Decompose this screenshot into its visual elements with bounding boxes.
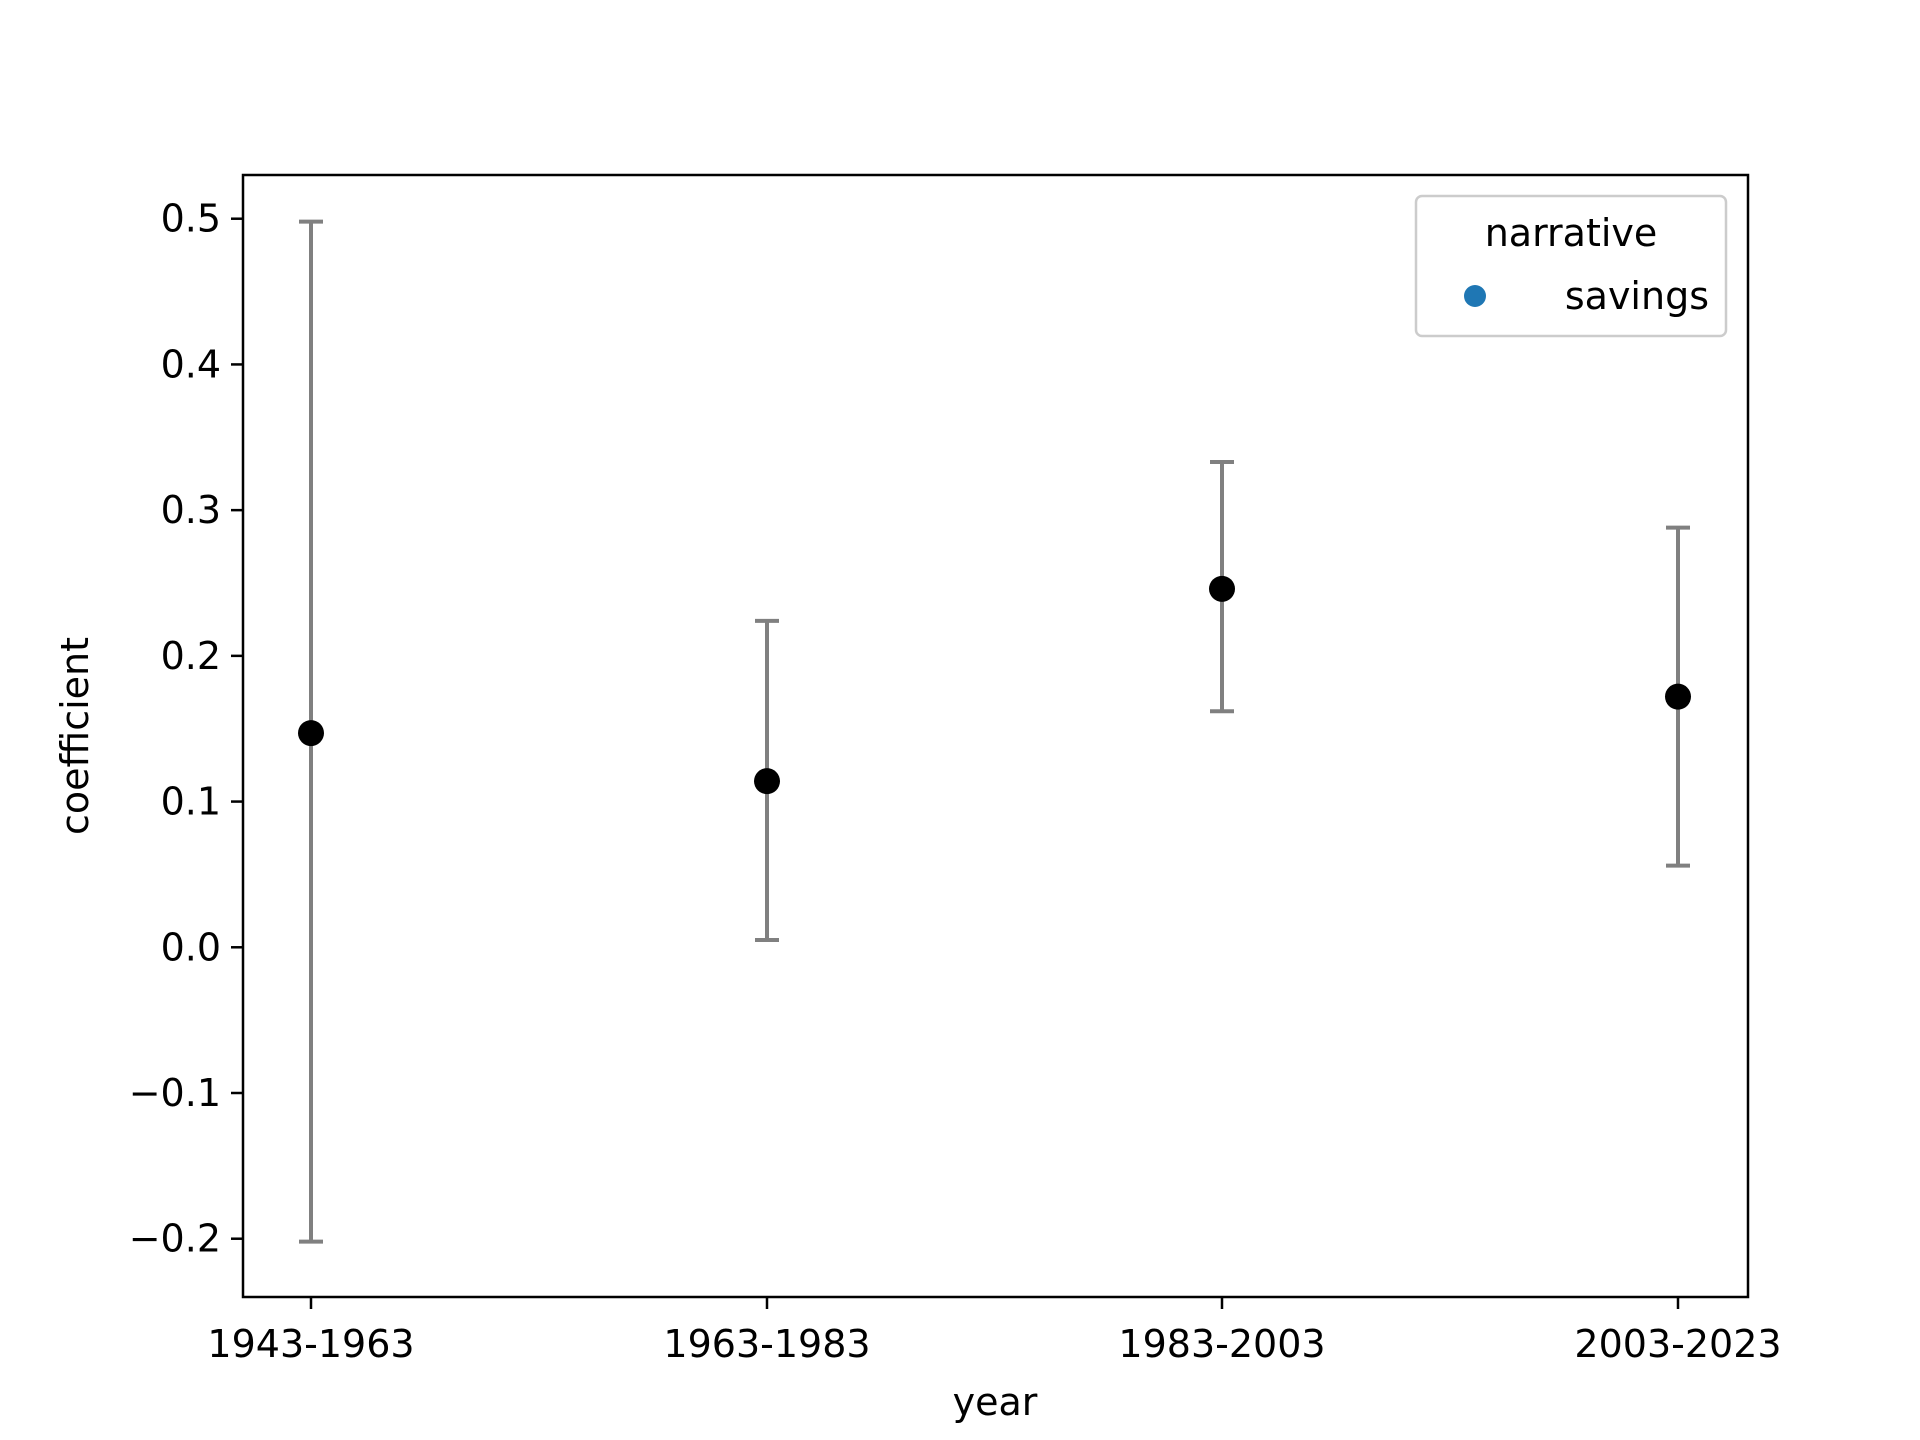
data-point (1209, 575, 1235, 602)
y-tick-label: 0.3 (161, 488, 221, 532)
y-tick-label: 0.1 (161, 780, 221, 824)
x-axis-label: year (953, 1380, 1038, 1424)
legend-title: narrative (1485, 211, 1658, 255)
x-tick-label: 1983-2003 (1118, 1322, 1325, 1366)
legend-box (1414, 194, 1728, 338)
y-tick-label: 0.5 (161, 197, 221, 241)
y-tick-label: 0.2 (161, 634, 221, 678)
legend-entry-savings: savings (1565, 274, 1709, 318)
data-point (298, 720, 324, 747)
data-points (298, 575, 1691, 795)
plot-frame (241, 173, 1750, 1299)
legend-marker-savings (1464, 285, 1486, 307)
x-tick-label: 1943-1963 (207, 1322, 414, 1366)
x-tick-label: 1963-1983 (663, 1322, 870, 1366)
data-point (754, 768, 780, 795)
y-axis-ticks: −0.2 −0.1 0.0 0.1 0.2 0.3 0.4 0.5 (129, 197, 243, 1261)
y-tick-label: 0.0 (161, 925, 221, 969)
y-axis-label: coefficient (53, 637, 97, 835)
y-tick-label: 0.4 (161, 342, 221, 386)
legend: narrative savings (1414, 194, 1728, 338)
data-point (1665, 683, 1691, 710)
y-tick-label: −0.1 (129, 1071, 221, 1115)
x-axis-ticks: 1943-1963 1963-1983 1983-2003 2003-2023 (207, 1297, 1782, 1366)
x-tick-label: 2003-2023 (1574, 1322, 1781, 1366)
y-tick-label: −0.2 (129, 1217, 221, 1261)
